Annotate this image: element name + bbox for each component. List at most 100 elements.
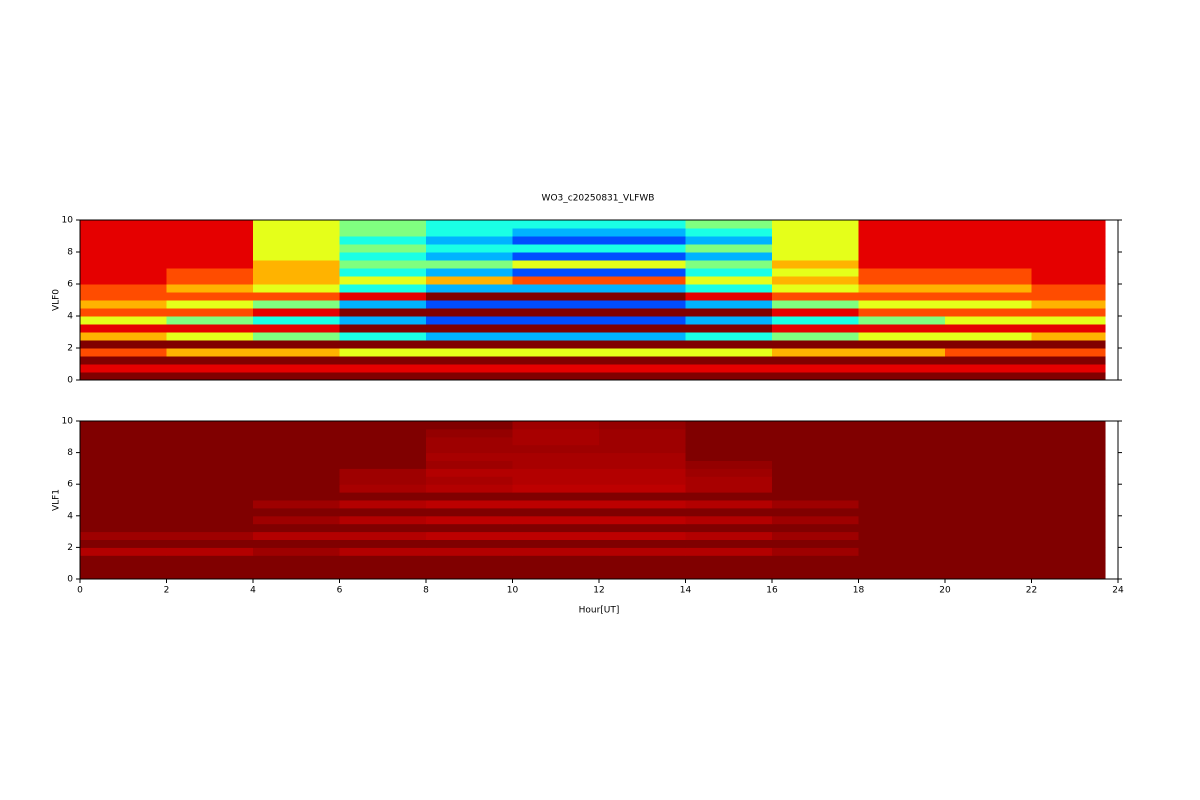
heat-cell <box>426 300 513 309</box>
heat-cell <box>80 428 167 438</box>
heat-cell <box>685 460 773 469</box>
heat-cell <box>512 460 600 469</box>
heat-cell <box>1031 324 1106 333</box>
heat-cell <box>80 332 167 341</box>
heat-cell <box>512 484 600 493</box>
heat-cell <box>599 252 686 261</box>
heat-cell <box>858 284 946 293</box>
heat-cell <box>166 555 254 564</box>
heat-cell <box>599 468 686 477</box>
heat-cell <box>166 571 254 580</box>
heat-cell <box>426 531 513 540</box>
heat-cell <box>772 492 859 501</box>
heat-cell <box>166 421 254 430</box>
heat-cell <box>426 515 513 525</box>
heat-cell <box>166 500 254 509</box>
heat-cell <box>858 316 946 325</box>
heat-cell <box>599 492 686 501</box>
heat-cell <box>80 308 167 317</box>
heat-cell <box>253 421 340 430</box>
heat-cell <box>80 421 167 430</box>
heat-cell <box>945 571 1032 580</box>
heat-cell <box>945 364 1032 373</box>
heat-cell <box>426 523 513 533</box>
heat-cell <box>512 444 600 454</box>
heat-cell <box>166 492 254 501</box>
heat-cell <box>426 364 513 373</box>
heat-cell <box>339 324 427 333</box>
heat-cell <box>685 476 773 485</box>
heat-cell <box>253 563 340 572</box>
y-tick-label: 0 <box>67 376 73 386</box>
heat-cell <box>426 571 513 580</box>
heat-cell <box>599 340 686 349</box>
heat-cell <box>599 236 686 245</box>
heat-cell <box>685 444 773 454</box>
heat-cell <box>685 244 773 253</box>
heat-cell <box>80 515 167 525</box>
heat-cell <box>512 421 600 430</box>
heat-cell <box>253 547 340 556</box>
heat-cell <box>339 515 427 525</box>
heat-cell <box>166 372 254 381</box>
heat-cell <box>512 300 600 309</box>
heat-cell <box>512 332 600 341</box>
x-tick-label: 12 <box>593 586 604 596</box>
heat-cell <box>772 531 859 540</box>
heat-cell <box>1031 547 1106 556</box>
heat-cell <box>512 571 600 580</box>
heat-cell <box>253 515 340 525</box>
heat-cell <box>426 348 513 357</box>
y-tick-label: 10 <box>62 216 74 226</box>
heat-cell <box>253 308 340 317</box>
heat-cell <box>80 547 167 556</box>
heat-cell <box>253 252 340 261</box>
heat-cell <box>858 468 946 477</box>
heat-cell <box>166 252 254 261</box>
x-tick-label: 24 <box>1112 586 1124 596</box>
heat-cell <box>1031 236 1106 245</box>
heat-cell <box>80 316 167 325</box>
heat-cell <box>772 421 859 430</box>
heat-cell <box>685 308 773 317</box>
heat-cell <box>339 523 427 533</box>
heat-cell <box>945 452 1032 461</box>
heat-cell <box>339 276 427 285</box>
heat-cell <box>426 284 513 293</box>
heat-cell <box>945 324 1032 333</box>
heat-cell <box>166 308 254 317</box>
heat-cell <box>80 507 167 517</box>
heat-cell <box>599 348 686 357</box>
heat-cell <box>426 492 513 501</box>
heat-cell <box>80 531 167 540</box>
heat-cell <box>858 547 946 556</box>
heat-cell <box>253 484 340 493</box>
heat-cell <box>685 452 773 461</box>
heat-cell <box>772 571 859 580</box>
heat-cell <box>599 571 686 580</box>
heat-cell <box>80 300 167 309</box>
heat-cell <box>166 332 254 341</box>
heat-cell <box>945 460 1032 469</box>
heat-cell <box>858 476 946 485</box>
heat-cell <box>1031 220 1106 229</box>
heat-cell <box>253 539 340 548</box>
heat-cell <box>426 340 513 349</box>
heat-cell <box>166 436 254 446</box>
heat-cell <box>512 364 600 373</box>
heat-cell <box>426 452 513 461</box>
y-tick-label: 6 <box>67 280 73 290</box>
heat-cell <box>253 364 340 373</box>
heat-cell <box>80 460 167 469</box>
heat-cell <box>166 284 254 293</box>
heat-cell <box>1031 364 1106 373</box>
heat-cell <box>339 436 427 446</box>
y-tick-label: 2 <box>67 344 73 354</box>
heat-cell <box>339 500 427 509</box>
x-tick-label: 10 <box>507 586 519 596</box>
heat-cell <box>80 292 167 301</box>
heat-cell <box>80 476 167 485</box>
y-tick-label: 8 <box>67 448 73 458</box>
heat-cell <box>599 484 686 493</box>
heat-cell <box>772 284 859 293</box>
